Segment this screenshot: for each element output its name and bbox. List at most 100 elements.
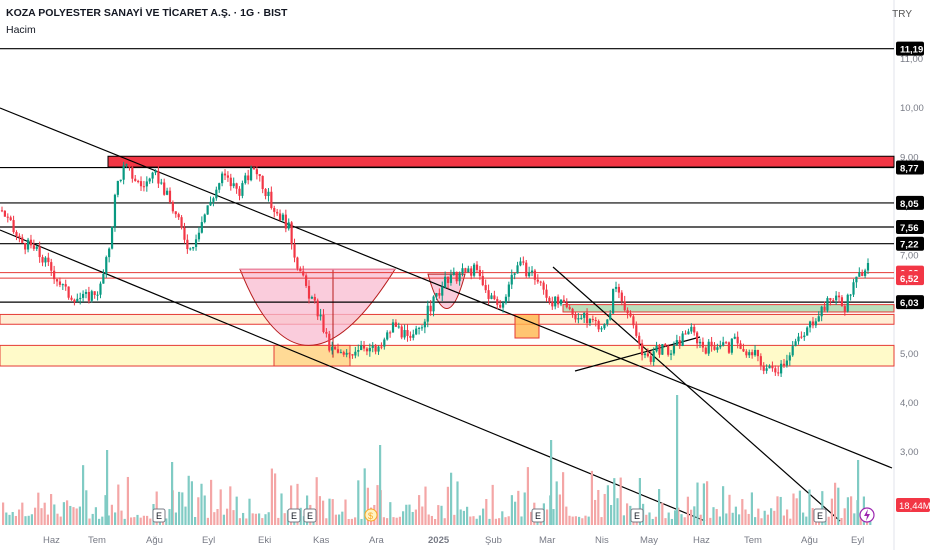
candle-body bbox=[339, 352, 342, 354]
candle-body bbox=[762, 365, 765, 371]
volume-bar bbox=[280, 493, 283, 525]
volume-bar bbox=[789, 518, 792, 525]
candle-body bbox=[116, 180, 119, 195]
volume-bar bbox=[792, 493, 795, 525]
candle-body bbox=[748, 352, 751, 356]
candle-body bbox=[55, 279, 59, 282]
candle-body bbox=[84, 291, 88, 294]
candle-body bbox=[354, 351, 357, 356]
candle-body bbox=[707, 341, 710, 354]
candle-body bbox=[189, 248, 192, 250]
candle-body bbox=[522, 261, 525, 263]
volume-bar bbox=[670, 518, 673, 525]
candle-body bbox=[290, 222, 293, 245]
candle-body bbox=[780, 363, 783, 374]
candle-body bbox=[843, 306, 846, 312]
candle-body bbox=[823, 306, 826, 311]
earnings-marker-label: E bbox=[535, 511, 541, 521]
candle-body bbox=[160, 182, 163, 184]
volume-bar bbox=[606, 485, 609, 525]
candle-body bbox=[661, 344, 664, 355]
candle-body bbox=[35, 246, 38, 249]
candle-body bbox=[620, 292, 623, 302]
volume-bar bbox=[283, 513, 286, 525]
candle-body bbox=[154, 170, 157, 173]
volume-bar bbox=[857, 460, 860, 525]
candle-body bbox=[658, 345, 661, 355]
candle-body bbox=[551, 301, 554, 307]
candle-body bbox=[777, 372, 780, 374]
volume-bar bbox=[766, 514, 769, 525]
candle-body bbox=[258, 174, 261, 176]
volume-bar bbox=[571, 516, 574, 525]
x-tick-label: Ağu bbox=[146, 535, 163, 546]
channel-upper-line bbox=[0, 107, 893, 469]
volume-bar bbox=[498, 518, 501, 525]
candle-body bbox=[461, 268, 464, 274]
earnings-marker bbox=[630, 508, 644, 523]
volume-bar bbox=[251, 513, 254, 525]
candle-body bbox=[756, 350, 760, 357]
channel-lower-line bbox=[0, 229, 706, 522]
volume-bar bbox=[94, 507, 97, 525]
candle-body bbox=[47, 257, 50, 263]
currency-label[interactable]: TRY bbox=[892, 9, 912, 20]
volume-bar bbox=[677, 507, 680, 525]
green-zone bbox=[562, 304, 895, 313]
volume-bar bbox=[667, 512, 670, 525]
volume-bar bbox=[296, 483, 299, 525]
candle-body bbox=[571, 308, 574, 315]
volume-bar bbox=[706, 481, 709, 525]
volume-bar bbox=[85, 490, 88, 525]
candle-body bbox=[458, 273, 461, 282]
volume-bar bbox=[786, 509, 789, 525]
volume-bar bbox=[75, 508, 78, 525]
candle-body bbox=[21, 237, 24, 243]
candle-body bbox=[438, 292, 441, 296]
candle-body bbox=[218, 183, 221, 190]
candle-body bbox=[281, 214, 285, 221]
y-tick-label: 9,00 bbox=[900, 152, 919, 163]
price-level-tag bbox=[896, 41, 924, 56]
candle-body bbox=[163, 182, 166, 195]
volume-bar bbox=[702, 483, 705, 525]
candle-body bbox=[739, 343, 742, 349]
candle-body bbox=[319, 314, 322, 317]
price-level-tag bbox=[896, 160, 924, 175]
price-level-tag bbox=[896, 195, 924, 210]
candle-body bbox=[606, 319, 609, 325]
volume-indicator-label[interactable]: Hacim bbox=[6, 24, 36, 36]
volume-bar bbox=[389, 502, 392, 525]
volume-bar bbox=[210, 479, 213, 525]
candle-body bbox=[510, 274, 513, 285]
volume-bar bbox=[456, 481, 459, 525]
volume-bar bbox=[597, 489, 600, 525]
candle-body bbox=[429, 305, 432, 312]
y-tick-label: 7,00 bbox=[900, 251, 919, 262]
volume-bar bbox=[517, 490, 520, 525]
candle-body bbox=[435, 292, 438, 297]
candle-body bbox=[345, 352, 348, 355]
candle-body bbox=[192, 246, 195, 249]
candle-body bbox=[852, 282, 855, 295]
volume-bar bbox=[114, 512, 117, 525]
earnings-marker bbox=[813, 508, 827, 523]
candle-body bbox=[96, 294, 99, 296]
candle-body bbox=[380, 346, 383, 348]
candle-body bbox=[110, 226, 114, 249]
candle-body bbox=[244, 175, 247, 184]
volume-bar bbox=[146, 515, 149, 525]
volume-bar bbox=[747, 513, 750, 525]
candle-body bbox=[501, 303, 505, 308]
candle-body bbox=[357, 350, 360, 352]
candle-body bbox=[614, 286, 618, 289]
candle-body bbox=[646, 353, 649, 357]
candle-body bbox=[698, 341, 702, 344]
volume-bar bbox=[318, 496, 321, 525]
volume-bar bbox=[219, 489, 222, 525]
candle-body bbox=[238, 188, 241, 196]
volume-bar bbox=[603, 493, 606, 525]
volume-bar bbox=[837, 487, 840, 525]
candle-body bbox=[232, 183, 235, 187]
